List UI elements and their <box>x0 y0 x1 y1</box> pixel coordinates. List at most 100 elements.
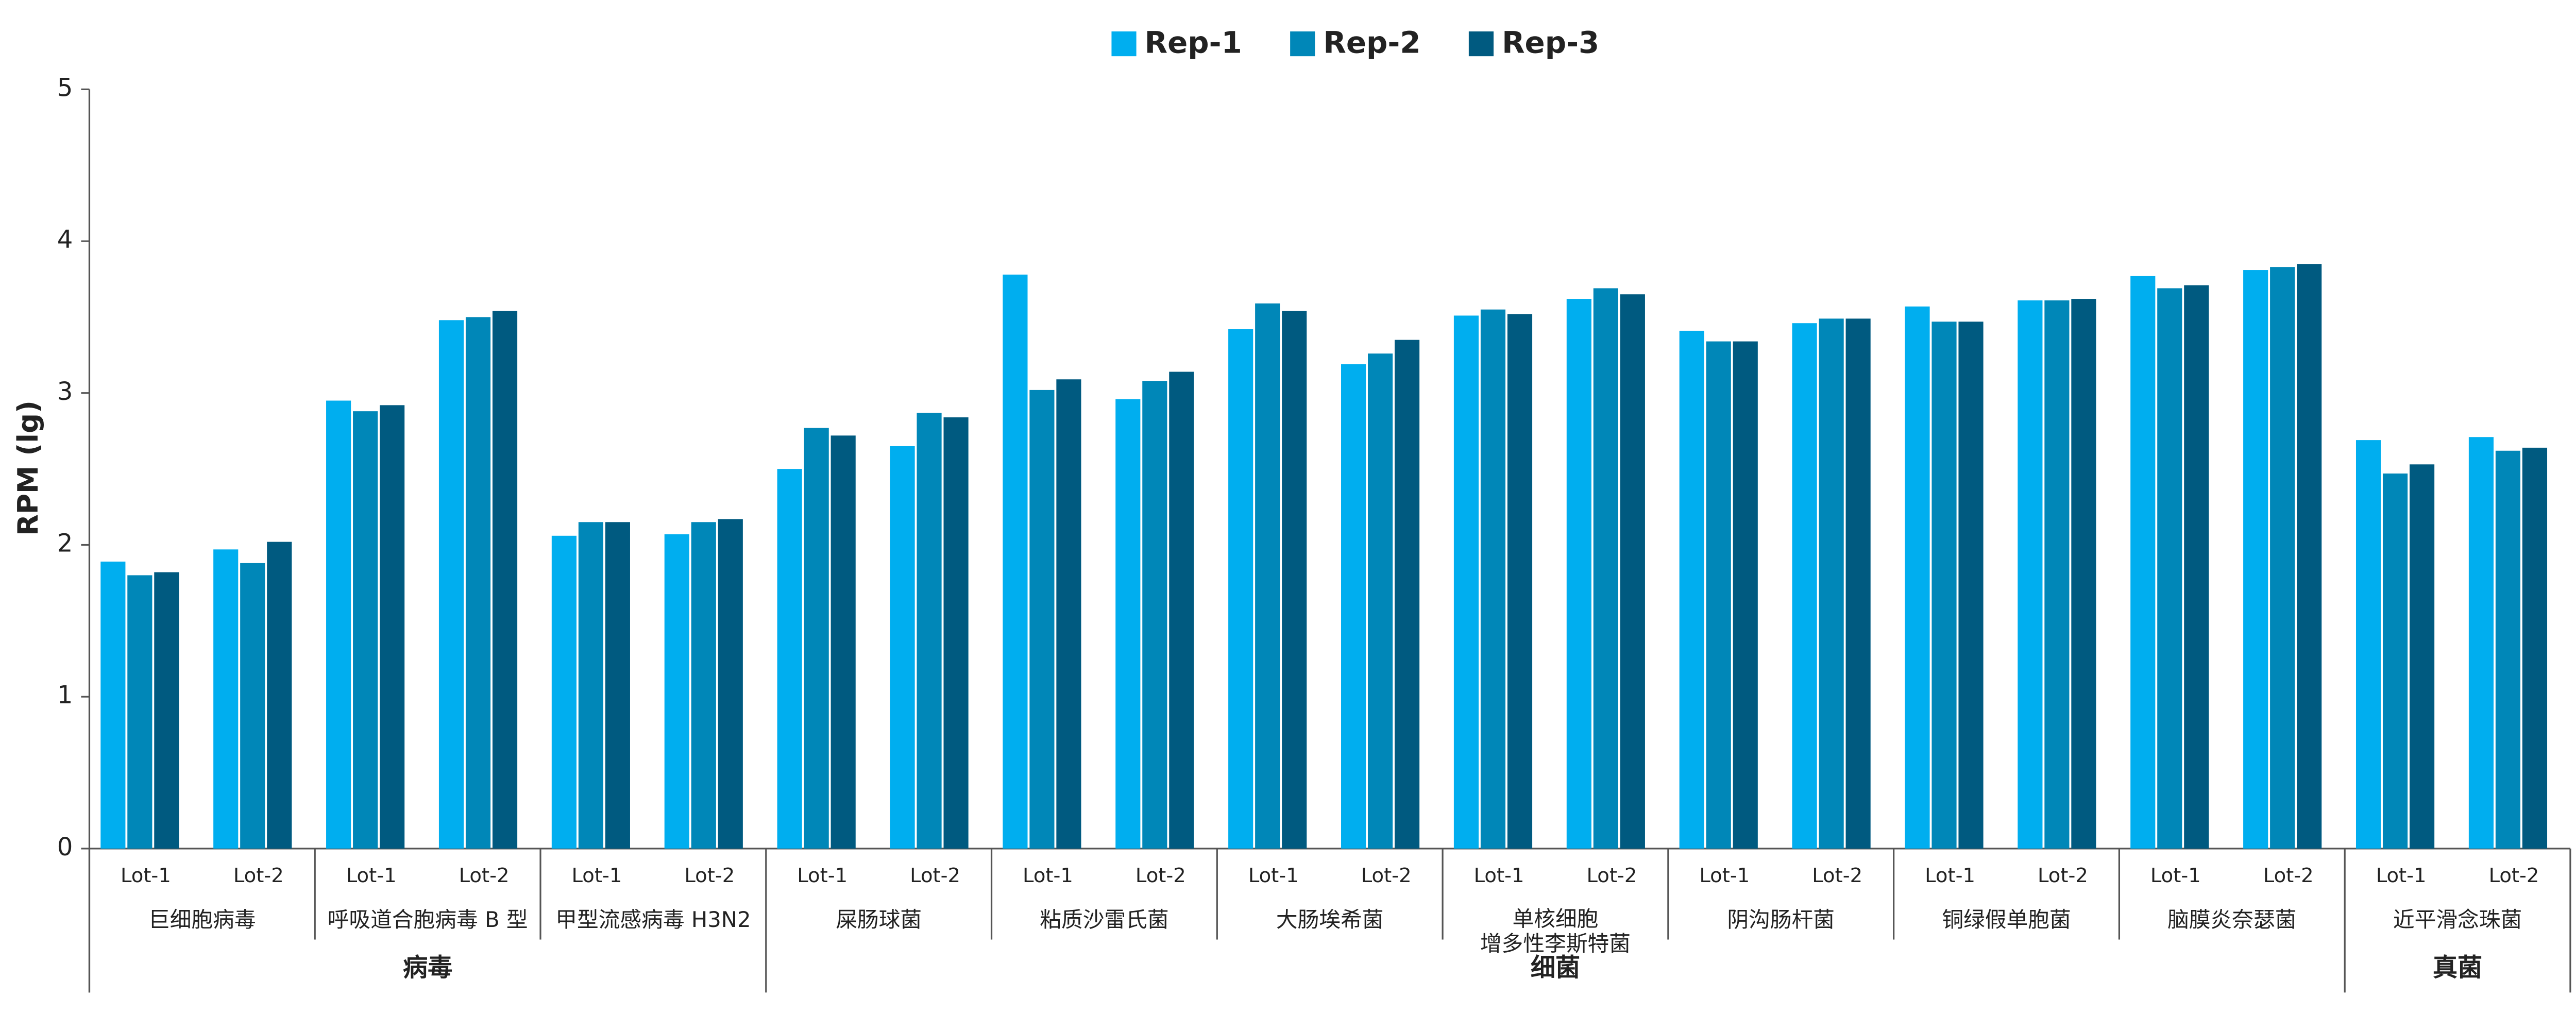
bar <box>1620 294 1645 849</box>
bar <box>127 575 152 849</box>
bar <box>1958 322 1984 849</box>
bar <box>917 413 942 849</box>
bar <box>2270 267 2295 849</box>
x-tick-label: Lot-1 <box>572 864 622 887</box>
bar <box>2468 437 2494 849</box>
kingdom-label: 真菌 <box>2433 953 2482 982</box>
group-label: 单核细胞 <box>1513 906 1599 932</box>
x-tick-label: Lot-1 <box>121 864 171 887</box>
bar <box>438 320 464 849</box>
bar <box>1169 372 1194 849</box>
x-tick-label: Lot-2 <box>1812 864 1862 887</box>
bar <box>1931 322 1957 849</box>
legend-label: Rep-3 <box>1502 25 1599 60</box>
legend-swatch <box>1111 31 1137 57</box>
bar <box>777 469 802 849</box>
bar <box>2243 270 2268 849</box>
bar <box>1029 390 1055 849</box>
x-tick-label: Lot-1 <box>2150 864 2201 887</box>
kingdom-label: 细菌 <box>1531 953 1580 982</box>
bar <box>1115 399 1141 849</box>
group-label: 巨细胞病毒 <box>148 907 256 932</box>
x-tick-label: Lot-2 <box>2263 864 2314 887</box>
y-tick-label: 4 <box>57 225 73 254</box>
bar <box>2355 440 2381 849</box>
bar <box>2130 276 2156 849</box>
group-label: 粘质沙雷氏菌 <box>1040 907 1168 932</box>
x-tick-label: Lot-2 <box>1586 864 1637 887</box>
x-tick-label: Lot-1 <box>2376 864 2427 887</box>
bar <box>2018 300 2043 849</box>
bar <box>804 428 829 849</box>
bar <box>213 549 239 849</box>
x-tick-label: Lot-1 <box>1474 864 1524 887</box>
bar <box>492 311 518 849</box>
x-tick-label: Lot-2 <box>459 864 510 887</box>
bar <box>943 417 969 849</box>
bar <box>380 405 405 849</box>
bar <box>1395 340 1420 849</box>
x-tick-label: Lot-1 <box>1248 864 1299 887</box>
bar <box>1453 315 1479 849</box>
bar <box>664 534 689 849</box>
bar <box>1593 288 1618 849</box>
x-tick-label: Lot-2 <box>1361 864 1412 887</box>
legend-swatch <box>1290 31 1315 57</box>
y-tick-label: 3 <box>57 377 73 406</box>
bar <box>605 522 630 849</box>
bar <box>353 411 378 849</box>
bar <box>100 561 126 849</box>
bar <box>1733 341 1758 849</box>
bar <box>267 542 292 849</box>
group-label: 阴沟肠杆菌 <box>1727 907 1835 932</box>
bar <box>1056 379 1081 849</box>
x-tick-label: Lot-2 <box>2038 864 2088 887</box>
y-tick-label: 5 <box>57 73 73 102</box>
bar <box>831 435 856 849</box>
x-tick-label: Lot-2 <box>684 864 735 887</box>
legend-label: Rep-1 <box>1145 25 1242 60</box>
x-tick-label: Lot-2 <box>233 864 284 887</box>
bar <box>1819 318 1844 849</box>
bar <box>691 522 716 849</box>
bar <box>1905 306 1930 849</box>
bar <box>2184 285 2209 849</box>
bar <box>1792 323 1817 849</box>
bar <box>240 563 265 849</box>
group-label: 铜绿假单胞菌 <box>1942 907 2071 932</box>
bar <box>465 317 491 849</box>
y-tick-label: 1 <box>57 681 73 710</box>
bar <box>1480 309 1506 849</box>
bar <box>2297 264 2322 849</box>
x-tick-label: Lot-1 <box>797 864 848 887</box>
group-label: 呼吸道合胞病毒 B 型 <box>328 907 528 932</box>
y-tick-label: 2 <box>57 529 73 558</box>
x-tick-label: Lot-1 <box>1699 864 1750 887</box>
y-axis-label: RPM (lg) <box>11 400 44 536</box>
legend-label: Rep-2 <box>1323 25 1420 60</box>
bar <box>890 446 915 849</box>
x-tick-label: Lot-2 <box>910 864 960 887</box>
x-tick-label: Lot-1 <box>346 864 397 887</box>
bar <box>578 522 603 849</box>
x-tick-label: Lot-2 <box>2489 864 2539 887</box>
bar <box>1368 353 1393 849</box>
group-label: 甲型流感病毒 H3N2 <box>555 907 751 932</box>
group-label: 脑膜炎奈瑟菌 <box>2167 907 2296 932</box>
bar <box>1282 311 1307 849</box>
bar <box>1255 303 1280 849</box>
bar <box>1679 330 1704 849</box>
bar <box>1706 341 1731 849</box>
x-tick-label: Lot-2 <box>1136 864 1186 887</box>
bar <box>2409 464 2435 849</box>
bar <box>2495 450 2521 849</box>
y-tick-label: 0 <box>57 833 73 862</box>
bar <box>2157 288 2182 849</box>
bar <box>326 400 351 849</box>
bar <box>2522 447 2548 849</box>
x-tick-label: Lot-1 <box>1925 864 1975 887</box>
bar <box>2382 473 2408 849</box>
bar <box>1341 364 1366 849</box>
bar <box>1003 274 1028 849</box>
